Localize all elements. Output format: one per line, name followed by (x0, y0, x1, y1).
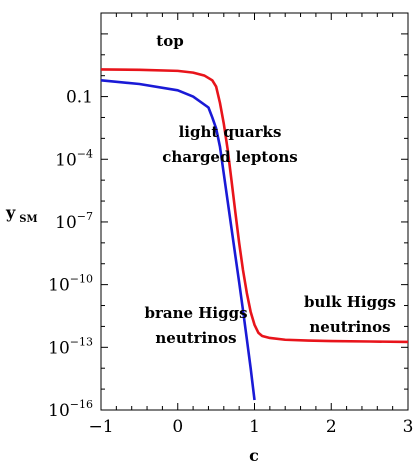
series-line-2 (100, 79, 256, 401)
y-tick-label: 10−10 (48, 273, 93, 296)
x-tick-label: −1 (88, 417, 113, 437)
x-axis-title: c (249, 446, 259, 465)
y-tick-label: 10−7 (55, 210, 93, 233)
series-line-1 (100, 68, 409, 344)
y-axis-title: y SM (5, 203, 38, 225)
annotation-label: top (156, 32, 183, 50)
x-tick-label: 3 (403, 417, 414, 437)
annotation-label: light quarks charged leptons (162, 123, 297, 166)
y-tick-label: 0.1 (66, 88, 93, 108)
y-tick-label: 10−13 (48, 335, 93, 358)
ticks: −1 0 1 2 3 10−16 10−13 10−10 10−7 10−4 0.1 (48, 12, 414, 437)
series (100, 68, 409, 401)
annotation-label: brane Higgs neutrinos (144, 304, 247, 347)
x-tick-label: 1 (249, 417, 260, 437)
y-axis-title-sub: SM (19, 214, 37, 225)
x-tick-label: 2 (326, 417, 337, 437)
y-axis-title-main: y (5, 203, 16, 222)
y-tick-label: 10−16 (48, 398, 93, 421)
plot-frame (100, 12, 409, 411)
y-tick-label: 10−4 (55, 147, 93, 170)
annotations: top light quarks charged leptons brane Higg… (144, 32, 396, 347)
annotation-label: bulk Higgs neutrinos (304, 293, 396, 336)
x-tick-label: 0 (172, 417, 183, 437)
